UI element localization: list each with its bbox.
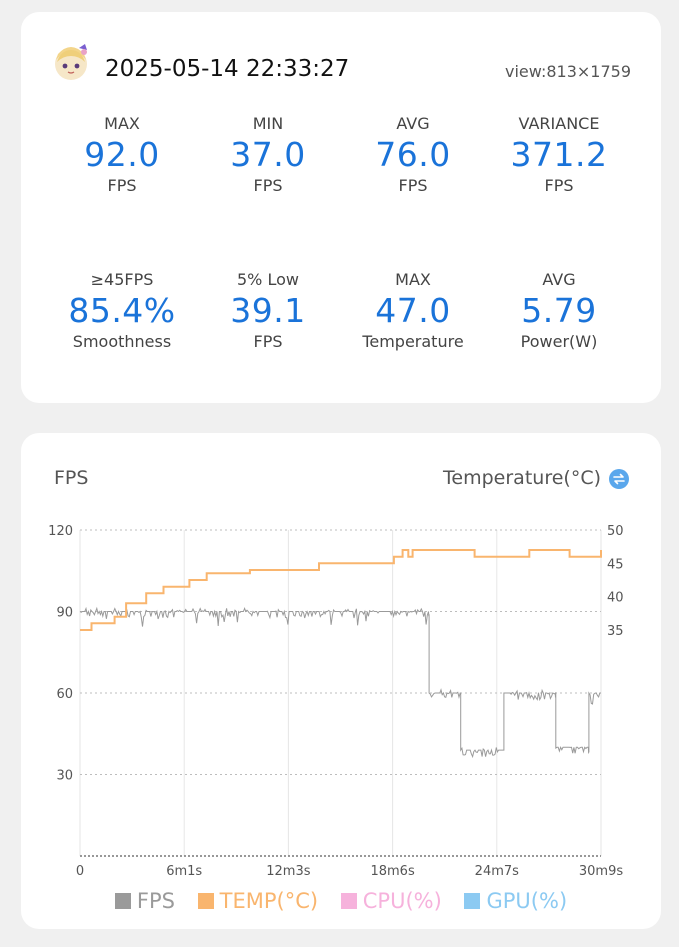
chart-right-axis-title: Temperature(°C) xyxy=(443,467,601,489)
stat-value: 39.1 xyxy=(230,291,306,330)
stat-avg-power: AVG 5.79 Power(W) xyxy=(486,270,632,352)
stat-label: ≥45FPS xyxy=(90,270,154,289)
right-axis-tick: 50 xyxy=(607,524,624,539)
stat-value: 37.0 xyxy=(230,135,306,174)
legend-label: FPS xyxy=(136,889,175,913)
stats-card: 2025-05-14 22:33:27 view:813×1759 MAX 92… xyxy=(21,12,661,403)
stat-label: AVG xyxy=(542,270,576,289)
legend-swatch xyxy=(197,893,214,909)
stat-min-fps: MIN 37.0 FPS xyxy=(195,114,341,196)
legend-swatch xyxy=(464,893,481,909)
stat-unit: FPS xyxy=(107,176,137,195)
right-axis-tick: 35 xyxy=(607,624,624,639)
x-axis-tick: 30m9s xyxy=(579,864,623,879)
legend-item-fps[interactable]: FPS xyxy=(114,889,175,913)
stat-label: 5% Low xyxy=(237,270,299,289)
right-axis-tick: 40 xyxy=(607,591,624,606)
stat-max-fps: MAX 92.0 FPS xyxy=(49,114,195,196)
legend-item-temp[interactable]: TEMP(°C) xyxy=(197,889,319,913)
legend-swatch xyxy=(114,893,131,909)
legend-label: TEMP(°C) xyxy=(219,889,319,913)
stat-value: 371.2 xyxy=(510,135,608,174)
fps-series-line xyxy=(79,606,601,759)
x-axis-tick: 0 xyxy=(76,864,84,879)
chart-card: FPS Temperature(°C) 30 60 90 120 35 40 45 50 0 6m… xyxy=(21,433,661,929)
stat-max-temperature: MAX 47.0 Temperature xyxy=(340,270,486,352)
stat-value: 85.4% xyxy=(68,291,176,330)
view-resolution: view:813×1759 xyxy=(504,62,631,81)
stat-value: 76.0 xyxy=(375,135,451,174)
fps-temperature-chart: 30 60 90 120 35 40 45 50 0 6m1s 12m3s 18m6s 24m7s 30m… xyxy=(48,524,624,879)
x-axis-tick: 18m6s xyxy=(370,864,414,879)
right-axis-tick: 45 xyxy=(607,557,624,572)
left-axis-tick: 30 xyxy=(56,769,73,784)
session-timestamp: 2025-05-14 22:33:27 xyxy=(105,56,350,82)
stat-label: MAX xyxy=(395,270,431,289)
stat-unit: Smoothness xyxy=(72,332,172,351)
stat-value: 47.0 xyxy=(375,291,451,330)
chart-legend: FPS TEMP(°C) CPU(%) GPU(%) xyxy=(21,889,661,913)
legend-label: CPU(%) xyxy=(362,889,442,913)
left-axis-tick: 120 xyxy=(48,524,73,539)
stat-avg-fps: AVG 76.0 FPS xyxy=(340,114,486,196)
stat-value: 92.0 xyxy=(84,135,160,174)
stat-label: MIN xyxy=(252,114,284,133)
stat-label: MAX xyxy=(104,114,140,133)
chart-left-axis-title: FPS xyxy=(54,467,89,489)
stat-unit: Temperature xyxy=(362,332,464,351)
x-axis-tick: 24m7s xyxy=(475,864,519,879)
x-axis-tick: 6m1s xyxy=(166,864,202,879)
stat-variance: VARIANCE 371.2 FPS xyxy=(486,114,632,196)
legend-item-cpu[interactable]: CPU(%) xyxy=(340,889,442,913)
stat-unit: FPS xyxy=(253,176,283,195)
avatar-icon xyxy=(55,44,87,80)
legend-label: GPU(%) xyxy=(486,889,568,913)
legend-swatch xyxy=(340,893,357,909)
stat-unit: FPS xyxy=(544,176,574,195)
stat-label: VARIANCE xyxy=(518,114,600,133)
stat-label: AVG xyxy=(396,114,430,133)
stat-unit: FPS xyxy=(398,176,428,195)
stat-unit: FPS xyxy=(253,332,283,351)
left-axis-tick: 60 xyxy=(56,687,73,702)
stat-5pct-low: 5% Low 39.1 FPS xyxy=(195,270,341,352)
left-axis-tick: 90 xyxy=(56,606,73,621)
swap-icon[interactable] xyxy=(609,469,629,489)
legend-item-gpu[interactable]: GPU(%) xyxy=(464,889,567,913)
temp-series-line xyxy=(80,549,602,631)
stat-unit: Power(W) xyxy=(520,332,598,351)
stat-smoothness: ≥45FPS 85.4% Smoothness xyxy=(49,270,195,352)
stat-value: 5.79 xyxy=(521,291,597,330)
x-axis-tick: 12m3s xyxy=(266,864,310,879)
